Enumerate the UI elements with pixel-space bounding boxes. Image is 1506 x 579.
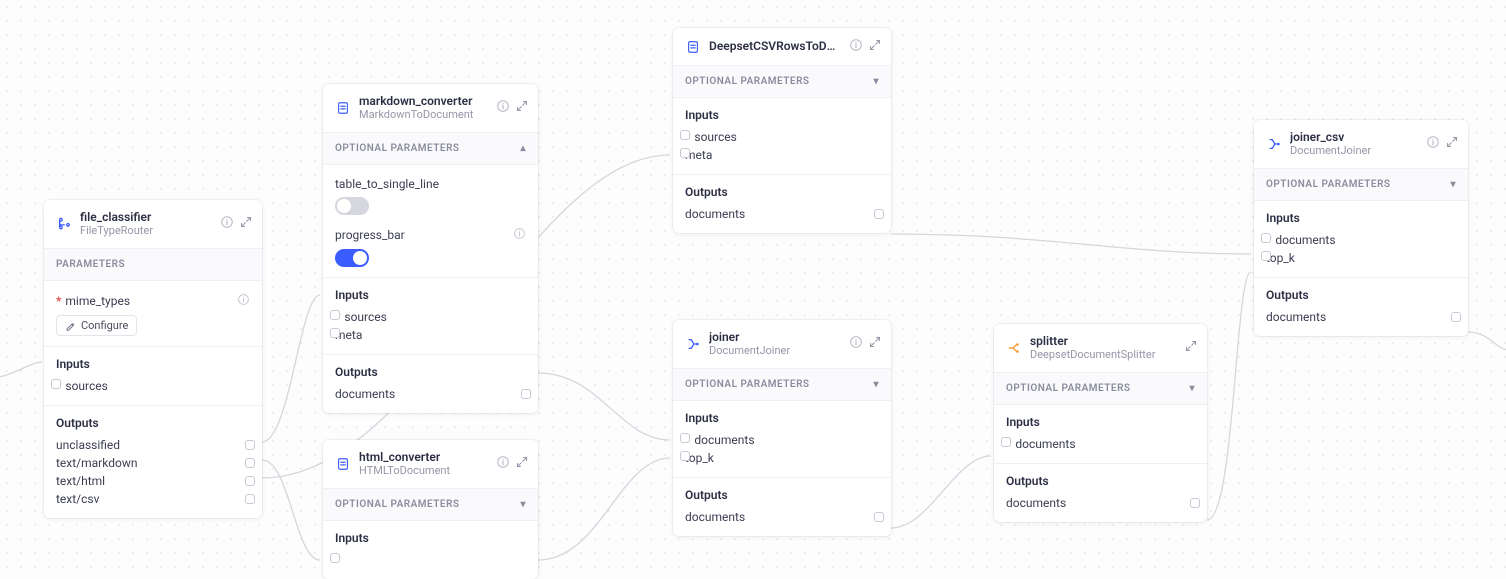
expand-icon[interactable] xyxy=(516,456,528,471)
info-icon[interactable] xyxy=(849,38,863,55)
info-icon[interactable] xyxy=(237,293,250,309)
outputs-section: Outputs documents xyxy=(323,354,538,413)
node-header: splitter DeepsetDocumentSplitter xyxy=(994,324,1207,372)
input-sources: sources xyxy=(694,130,736,144)
node-splitter[interactable]: splitter DeepsetDocumentSplitter OPTIONA… xyxy=(994,324,1207,522)
optional-parameters-header[interactable]: OPTIONAL PARAMETERS ▾ xyxy=(673,65,891,97)
chevron-down-icon: ▾ xyxy=(873,76,879,87)
inputs-section: Inputs * xyxy=(323,520,538,579)
output-documents: documents xyxy=(335,387,395,401)
chevron-down-icon: ▾ xyxy=(520,499,526,510)
input-sources: sources xyxy=(344,310,386,324)
output-documents: documents xyxy=(1266,310,1326,324)
node-file-classifier[interactable]: file_classifier FileTypeRouter PARAMETER… xyxy=(44,200,262,518)
outputs-section: Outputs unclassified text/markdown text/… xyxy=(44,405,262,518)
doc-icon xyxy=(335,100,351,116)
input-documents: documents xyxy=(1015,437,1075,451)
toggle-progress-bar[interactable] xyxy=(335,249,369,267)
inputs-section: Inputs *sources meta xyxy=(673,97,891,174)
output-csv: text/csv xyxy=(56,492,99,506)
info-icon[interactable] xyxy=(220,215,234,232)
outputs-section: Outputs documents xyxy=(994,463,1207,522)
branch-icon xyxy=(56,216,72,232)
node-subtitle: DeepsetDocumentSplitter xyxy=(1030,348,1177,361)
optional-parameters-body: table_to_single_line progress_bar xyxy=(323,164,538,277)
expand-icon[interactable] xyxy=(869,39,881,54)
input-sources: sources xyxy=(65,379,107,393)
expand-icon[interactable] xyxy=(516,100,528,115)
node-subtitle: FileTypeRouter xyxy=(80,224,212,237)
optional-parameters-header[interactable]: OPTIONAL PARAMETERS ▾ xyxy=(673,368,891,400)
parameters-header[interactable]: PARAMETERS xyxy=(44,248,262,280)
output-documents: documents xyxy=(685,510,745,524)
inputs-section: Inputs *documents xyxy=(994,404,1207,463)
node-subtitle: MarkdownToDocument xyxy=(359,108,488,121)
chevron-down-icon: ▾ xyxy=(1450,179,1456,190)
expand-icon[interactable] xyxy=(1446,136,1458,151)
chevron-down-icon: ▾ xyxy=(873,379,879,390)
info-icon[interactable] xyxy=(1426,135,1440,152)
node-title: DeepsetCSVRowsToDocumen… xyxy=(709,39,841,53)
param-table-single-line: table_to_single_line xyxy=(335,177,439,191)
optional-parameters-header[interactable]: OPTIONAL PARAMETERS ▾ xyxy=(323,488,538,520)
configure-button[interactable]: Configure xyxy=(56,315,137,336)
output-documents: documents xyxy=(685,207,745,221)
node-markdown-converter[interactable]: markdown_converter MarkdownToDocument OP… xyxy=(323,84,538,413)
info-icon[interactable] xyxy=(496,455,510,472)
optional-parameters-header[interactable]: OPTIONAL PARAMETERS ▴ xyxy=(323,132,538,164)
split-icon xyxy=(1006,340,1022,356)
node-title: splitter xyxy=(1030,334,1177,348)
info-icon[interactable] xyxy=(496,99,510,116)
optional-parameters-header[interactable]: OPTIONAL PARAMETERS ▾ xyxy=(1254,168,1468,200)
inputs-section: Inputs *sources meta xyxy=(323,277,538,354)
node-header: file_classifier FileTypeRouter xyxy=(44,200,262,248)
input-documents: documents xyxy=(1275,233,1335,247)
doc-icon xyxy=(335,456,351,472)
chevron-down-icon: ▾ xyxy=(1189,383,1195,394)
expand-icon[interactable] xyxy=(240,216,252,231)
input-documents: documents xyxy=(694,433,754,447)
merge-icon xyxy=(685,336,701,352)
info-icon[interactable] xyxy=(849,335,863,352)
output-documents: documents xyxy=(1006,496,1066,510)
node-title: html_converter xyxy=(359,450,488,464)
inputs-section: Inputs *sources xyxy=(44,346,262,405)
output-unclassified: unclassified xyxy=(56,438,120,452)
chevron-up-icon: ▴ xyxy=(520,143,526,154)
expand-icon[interactable] xyxy=(1185,340,1197,355)
node-header: html_converter HTMLToDocument xyxy=(323,440,538,488)
node-html-converter[interactable]: html_converter HTMLToDocument OPTIONAL P… xyxy=(323,440,538,579)
param-progress-bar: progress_bar xyxy=(335,228,405,242)
node-title: joiner_csv xyxy=(1290,130,1418,144)
node-header: joiner_csv DocumentJoiner xyxy=(1254,120,1468,168)
node-header: joiner DocumentJoiner xyxy=(673,320,891,368)
output-html: text/html xyxy=(56,474,105,488)
param-mime-types: mime_types xyxy=(65,294,130,308)
optional-parameters-header[interactable]: OPTIONAL PARAMETERS ▾ xyxy=(994,372,1207,404)
node-subtitle: HTMLToDocument xyxy=(359,464,488,477)
info-icon[interactable] xyxy=(513,227,526,243)
node-title: markdown_converter xyxy=(359,94,488,108)
node-header: markdown_converter MarkdownToDocument xyxy=(323,84,538,132)
node-subtitle: DocumentJoiner xyxy=(709,344,841,357)
inputs-section: Inputs *documents top_k xyxy=(1254,200,1468,277)
merge-icon xyxy=(1266,136,1282,152)
node-title: file_classifier xyxy=(80,210,212,224)
node-subtitle: DocumentJoiner xyxy=(1290,144,1418,157)
doc-icon xyxy=(685,39,701,55)
expand-icon[interactable] xyxy=(869,336,881,351)
outputs-section: Outputs documents xyxy=(673,477,891,536)
node-csv-converter[interactable]: DeepsetCSVRowsToDocumen… OPTIONAL PARAME… xyxy=(673,28,891,233)
node-joiner-csv[interactable]: joiner_csv DocumentJoiner OPTIONAL PARAM… xyxy=(1254,120,1468,336)
toggle-table-single-line[interactable] xyxy=(335,197,369,215)
parameters-body: *mime_types Configure xyxy=(44,280,262,346)
inputs-section: Inputs *documents top_k xyxy=(673,400,891,477)
node-joiner[interactable]: joiner DocumentJoiner OPTIONAL PARAMETER… xyxy=(673,320,891,536)
outputs-section: Outputs documents xyxy=(673,174,891,233)
output-markdown: text/markdown xyxy=(56,456,137,470)
outputs-section: Outputs documents xyxy=(1254,277,1468,336)
node-header: DeepsetCSVRowsToDocumen… xyxy=(673,28,891,65)
node-title: joiner xyxy=(709,330,841,344)
